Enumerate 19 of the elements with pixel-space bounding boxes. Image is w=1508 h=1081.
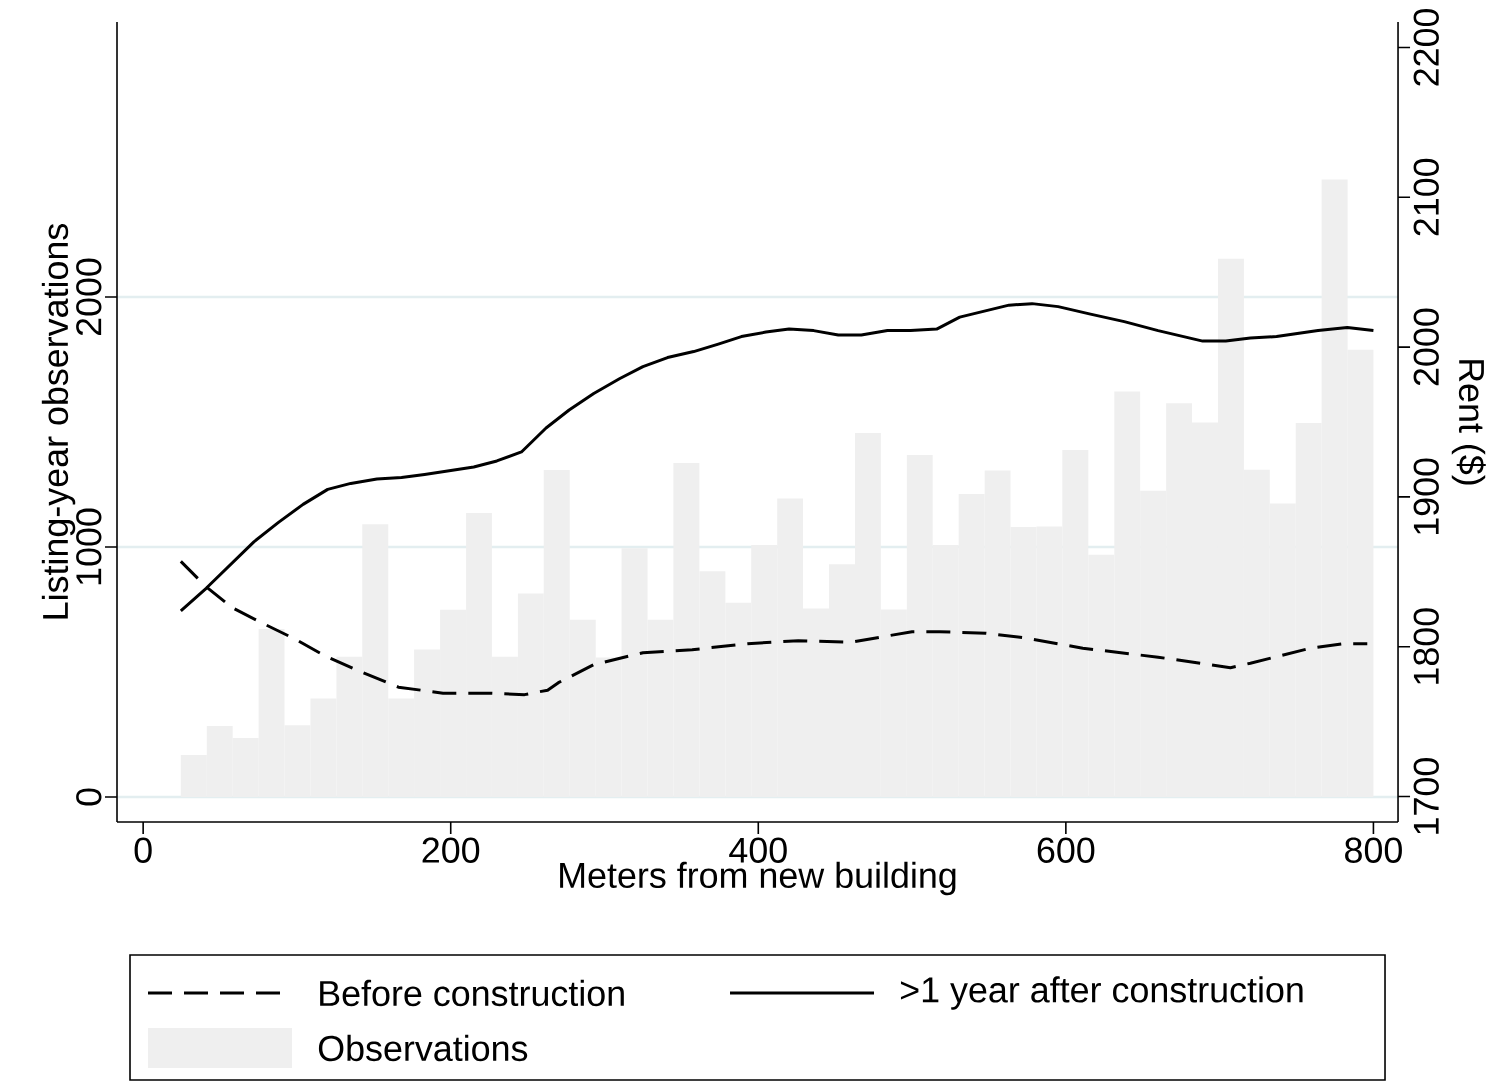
legend-label: >1 year after construction (900, 976, 1303, 1010)
y2-tick-label: 2000 (1413, 308, 1439, 386)
y-axis-title: Listing-year observations (41, 224, 76, 619)
y-tick-label: 2000 (76, 258, 102, 336)
x-tick-label: 800 (1345, 837, 1402, 863)
x-tick-label: 200 (422, 837, 480, 863)
x-tick-label: 600 (1037, 837, 1095, 863)
y2-tick-label: 2100 (1413, 158, 1439, 236)
y2-tick-label: 1900 (1413, 458, 1439, 535)
y-tick-label: 0 (76, 788, 102, 806)
legend-label: Observations (318, 1034, 528, 1062)
x-tick-label: 0 (134, 837, 152, 863)
y2-tick-label: 1800 (1413, 608, 1439, 684)
y2-tick-label: 2200 (1413, 8, 1439, 86)
y2-tick-label: 1700 (1413, 758, 1439, 834)
y2-axis-title: Rent ($) (1451, 360, 1486, 485)
x-tick-label: 400 (729, 837, 787, 863)
y-tick-label: 1000 (76, 508, 102, 585)
legend-label: Before construction (320, 979, 624, 1007)
